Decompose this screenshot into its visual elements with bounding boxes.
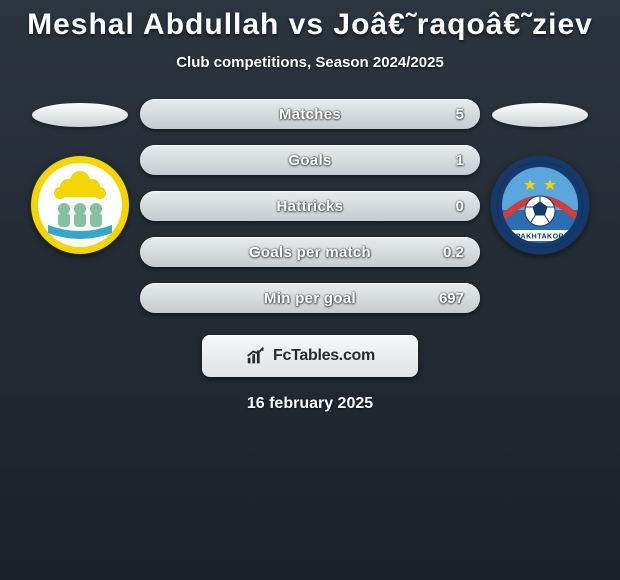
left-club-crest (30, 155, 130, 255)
stat-value: 1 (456, 152, 464, 169)
stat-value: 5 (456, 106, 464, 123)
stat-bar-matches: Matches 5 (140, 99, 480, 129)
stat-label: Min per goal (264, 290, 356, 307)
stat-value: 0 (456, 198, 464, 215)
stat-label: Matches (279, 106, 341, 123)
stat-label: Hattricks (277, 198, 344, 215)
crest-right-svg: PAKHTAKOR (490, 155, 590, 255)
stat-bars: Matches 5 Goals 1 Hattricks 0 Goals per … (140, 99, 480, 313)
right-column: PAKHTAKOR (480, 99, 600, 255)
stat-value: 0.2 (443, 244, 464, 261)
stat-bar-hattricks: Hattricks 0 (140, 191, 480, 221)
stat-bar-min-per-goal: Min per goal 697 (140, 283, 480, 313)
right-club-crest: PAKHTAKOR (490, 155, 590, 255)
page-subtitle: Club competitions, Season 2024/2025 (0, 54, 620, 71)
stat-value: 697 (439, 290, 464, 307)
date-text: 16 february 2025 (0, 395, 620, 413)
brand-text: FcTables.com (273, 347, 375, 365)
stat-label: Goals (288, 152, 331, 169)
page-title: Meshal Abdullah vs Joâ€˜raqoâ€˜ziev (0, 0, 620, 42)
left-ellipse-placeholder (32, 103, 128, 127)
right-ellipse-placeholder (492, 103, 588, 127)
content-row: Matches 5 Goals 1 Hattricks 0 Goals per … (0, 99, 620, 313)
brand-box: FcTables.com (202, 335, 418, 377)
stat-bar-goals-per-match: Goals per match 0.2 (140, 237, 480, 267)
stat-label: Goals per match (249, 244, 371, 261)
stat-bar-goals: Goals 1 (140, 145, 480, 175)
left-column (20, 99, 140, 255)
crest-left-svg (30, 155, 130, 255)
chart-icon (245, 345, 267, 367)
